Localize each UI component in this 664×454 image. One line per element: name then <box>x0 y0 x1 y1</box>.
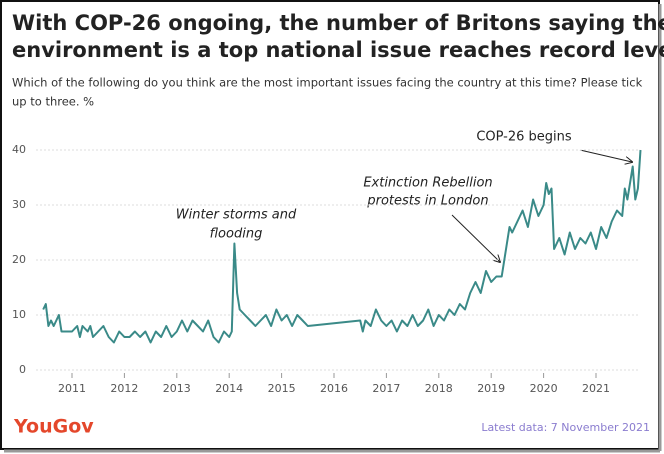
x-tick-label: 2014 <box>215 382 243 395</box>
brand: YouGov <box>13 416 94 438</box>
annotation: Extinction Rebellion <box>363 176 492 191</box>
annotation: protests in London <box>366 194 488 209</box>
x-tick-label: 2012 <box>110 382 138 395</box>
arrow <box>451 214 500 262</box>
annotation: flooding <box>210 227 263 242</box>
x-tick-label: 2016 <box>320 382 348 395</box>
annotation: COP-26 begins <box>476 130 572 145</box>
y-tick-label: 40 <box>12 143 26 156</box>
x-tick-label: 2015 <box>268 382 296 395</box>
arrow <box>579 149 632 162</box>
x-tick-label: 2020 <box>530 382 558 395</box>
subtitle: Which of the following do you think are … <box>12 76 643 90</box>
x-tick-label: 2017 <box>372 382 400 395</box>
annotation: Winter storms and <box>176 208 297 223</box>
chart-title: environment is a top national issue reac… <box>12 38 664 62</box>
x-tick-label: 2021 <box>582 382 610 395</box>
y-tick-label: 20 <box>12 253 26 266</box>
chart-title: With COP-26 ongoing, the number of Brito… <box>12 11 664 35</box>
y-tick-label: 10 <box>12 308 26 321</box>
x-tick-label: 2018 <box>425 382 453 395</box>
y-tick-label: 30 <box>12 198 26 211</box>
subtitle: up to three. % <box>12 95 94 109</box>
y-tick-label: 0 <box>19 363 26 376</box>
x-tick-label: 2011 <box>58 382 86 395</box>
source: Latest data: 7 November 2021 <box>481 421 650 434</box>
x-tick-label: 2013 <box>163 382 191 395</box>
line <box>42 149 642 344</box>
x-tick-label: 2019 <box>477 382 505 395</box>
